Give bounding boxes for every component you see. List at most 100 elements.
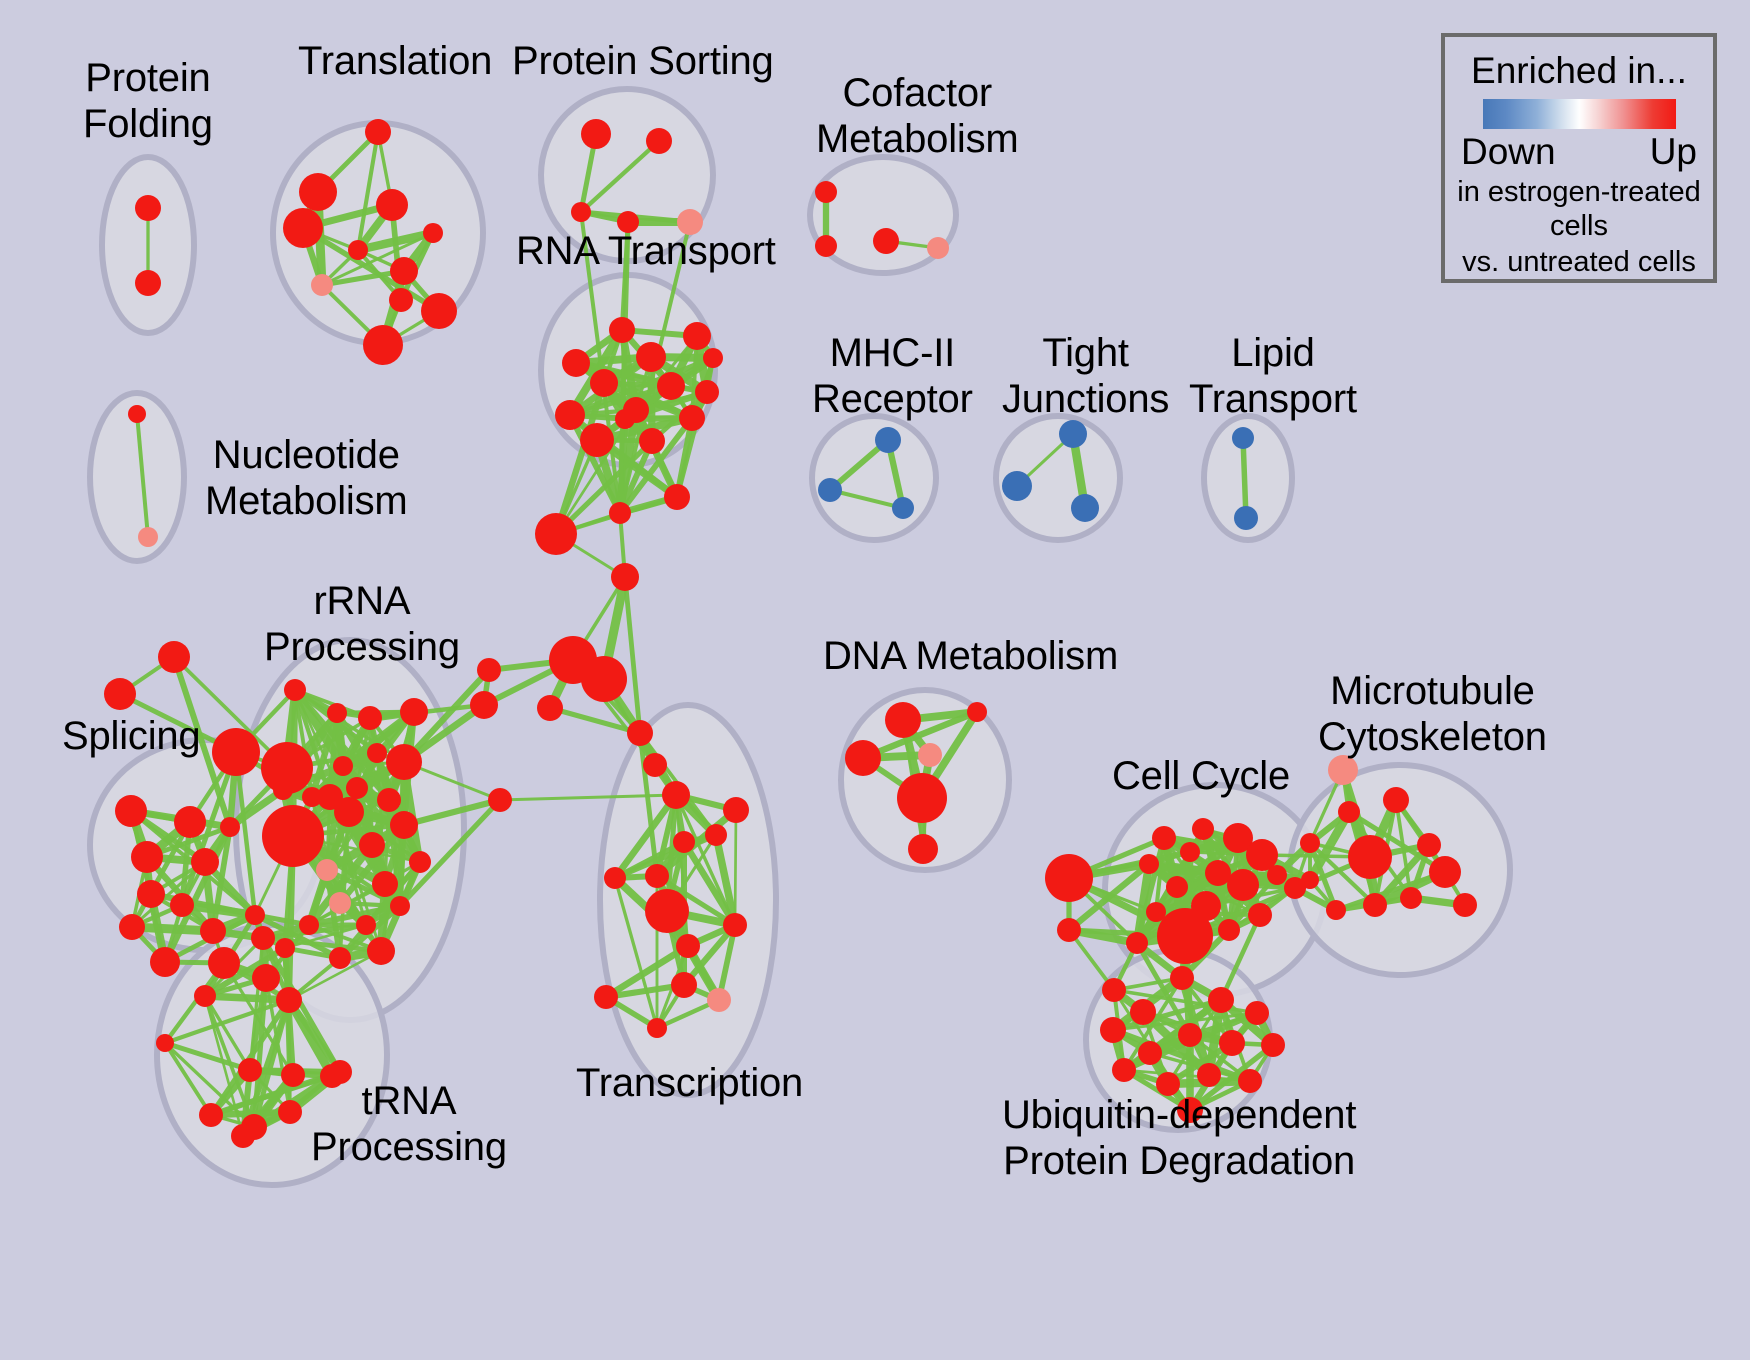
network-node[interactable] — [927, 237, 949, 259]
network-node[interactable] — [815, 181, 837, 203]
network-node[interactable] — [657, 372, 685, 400]
network-node[interactable] — [208, 947, 240, 979]
network-node[interactable] — [365, 119, 391, 145]
network-node[interactable] — [705, 824, 727, 846]
network-node[interactable] — [278, 1100, 302, 1124]
network-node[interactable] — [1238, 1069, 1262, 1093]
network-node[interactable] — [845, 740, 881, 776]
network-node[interactable] — [639, 428, 665, 454]
network-node[interactable] — [1338, 801, 1360, 823]
network-node[interactable] — [555, 400, 585, 430]
network-node[interactable] — [1139, 854, 1159, 874]
network-node[interactable] — [423, 223, 443, 243]
network-node[interactable] — [281, 1063, 305, 1087]
network-node[interactable] — [695, 380, 719, 404]
network-node[interactable] — [299, 915, 319, 935]
network-node[interactable] — [138, 527, 158, 547]
network-node[interactable] — [1152, 826, 1176, 850]
network-node[interactable] — [1166, 876, 1188, 898]
network-node[interactable] — [1328, 755, 1358, 785]
network-node[interactable] — [1300, 833, 1320, 853]
network-node[interactable] — [488, 788, 512, 812]
network-node[interactable] — [1218, 919, 1240, 941]
network-node[interactable] — [170, 893, 194, 917]
network-node[interactable] — [615, 409, 635, 429]
network-node[interactable] — [104, 678, 136, 710]
network-node[interactable] — [316, 859, 338, 881]
network-node[interactable] — [1246, 839, 1278, 871]
network-node[interactable] — [609, 317, 635, 343]
network-node[interactable] — [1197, 1063, 1221, 1087]
network-node[interactable] — [390, 896, 410, 916]
network-node[interactable] — [1045, 854, 1093, 902]
network-node[interactable] — [1156, 1072, 1180, 1096]
network-node[interactable] — [1208, 987, 1234, 1013]
network-node[interactable] — [363, 325, 403, 365]
network-node[interactable] — [284, 679, 306, 701]
network-node[interactable] — [1301, 871, 1319, 889]
network-node[interactable] — [238, 1058, 262, 1082]
network-node[interactable] — [636, 342, 666, 372]
network-node[interactable] — [275, 938, 295, 958]
network-node[interactable] — [1177, 1097, 1203, 1123]
network-node[interactable] — [356, 915, 376, 935]
network-node[interactable] — [1180, 842, 1200, 862]
network-node[interactable] — [115, 795, 147, 827]
network-node[interactable] — [664, 484, 690, 510]
network-node[interactable] — [470, 691, 498, 719]
network-node[interactable] — [400, 698, 428, 726]
network-node[interactable] — [1429, 856, 1461, 888]
network-node[interactable] — [376, 189, 408, 221]
network-node[interactable] — [609, 502, 631, 524]
network-node[interactable] — [1102, 978, 1126, 1002]
network-node[interactable] — [174, 806, 206, 838]
network-node[interactable] — [386, 744, 422, 780]
network-node[interactable] — [135, 270, 161, 296]
network-node[interactable] — [261, 742, 313, 794]
network-node[interactable] — [135, 195, 161, 221]
network-node[interactable] — [815, 235, 837, 257]
network-node[interactable] — [137, 880, 165, 908]
network-node[interactable] — [327, 703, 347, 723]
network-node[interactable] — [329, 947, 351, 969]
network-node[interactable] — [1326, 900, 1346, 920]
network-node[interactable] — [150, 947, 180, 977]
network-node[interactable] — [317, 784, 343, 810]
network-node[interactable] — [580, 423, 614, 457]
network-node[interactable] — [367, 937, 395, 965]
network-node[interactable] — [645, 864, 669, 888]
network-node[interactable] — [645, 889, 689, 933]
network-node[interactable] — [200, 918, 226, 944]
network-node[interactable] — [212, 728, 260, 776]
network-node[interactable] — [131, 841, 163, 873]
network-node[interactable] — [1157, 908, 1213, 964]
network-node[interactable] — [646, 128, 672, 154]
network-node[interactable] — [1245, 1001, 1269, 1025]
network-node[interactable] — [723, 913, 747, 937]
network-node[interactable] — [967, 702, 987, 722]
network-node[interactable] — [1227, 869, 1259, 901]
network-node[interactable] — [220, 817, 240, 837]
network-node[interactable] — [581, 656, 627, 702]
network-node[interactable] — [707, 988, 731, 1012]
network-node[interactable] — [389, 288, 413, 312]
network-node[interactable] — [647, 1018, 667, 1038]
network-node[interactable] — [885, 702, 921, 738]
network-node[interactable] — [611, 563, 639, 591]
network-node[interactable] — [276, 987, 302, 1013]
network-node[interactable] — [590, 369, 618, 397]
network-node[interactable] — [320, 1064, 344, 1088]
network-node[interactable] — [302, 787, 322, 807]
network-node[interactable] — [703, 348, 723, 368]
network-node[interactable] — [194, 985, 216, 1007]
network-node[interactable] — [251, 926, 275, 950]
network-node[interactable] — [1284, 877, 1306, 899]
network-node[interactable] — [1234, 506, 1258, 530]
network-node[interactable] — [390, 811, 418, 839]
network-node[interactable] — [671, 972, 697, 998]
network-node[interactable] — [1170, 966, 1194, 990]
network-node[interactable] — [333, 756, 353, 776]
network-node[interactable] — [119, 914, 145, 940]
network-node[interactable] — [908, 834, 938, 864]
network-node[interactable] — [409, 851, 431, 873]
